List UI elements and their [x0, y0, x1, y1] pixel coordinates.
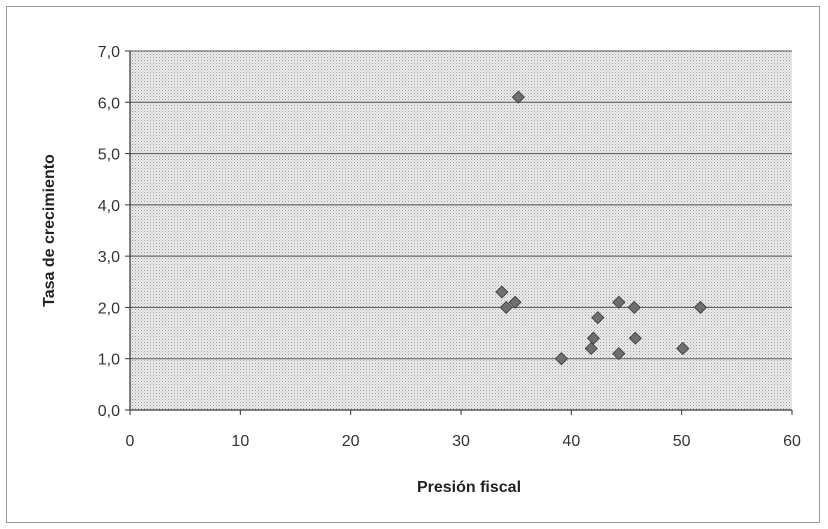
- y-axis-title: Tasa de crecimiento: [41, 154, 58, 307]
- x-axis-title: Presión fiscal: [417, 479, 521, 496]
- x-tick-label: 40: [562, 433, 580, 450]
- data-point: [612, 295, 626, 309]
- y-tick-label: 4,0: [98, 198, 120, 215]
- data-point: [693, 300, 707, 314]
- x-tick-label: 10: [231, 433, 249, 450]
- y-tick-label: 3,0: [98, 249, 120, 266]
- plot-area: [130, 51, 792, 410]
- x-axis-ticks: 0 10 20 30 40 50 60: [126, 410, 801, 450]
- data-point: [554, 352, 568, 366]
- data-point: [495, 285, 509, 299]
- x-tick-label: 20: [342, 433, 360, 450]
- data-point: [508, 295, 522, 309]
- data-point: [591, 311, 605, 325]
- data-point: [499, 300, 513, 314]
- data-point: [627, 300, 641, 314]
- x-tick-label: 60: [783, 433, 801, 450]
- data-point: [612, 347, 626, 361]
- y-tick-label: 2,0: [98, 300, 120, 317]
- data-point: [584, 341, 598, 356]
- data-point: [676, 341, 690, 356]
- gridlines: [130, 50, 792, 360]
- x-tick-label: 0: [126, 433, 135, 450]
- y-tick-label: 0,0: [98, 403, 120, 420]
- x-tick-label: 50: [673, 433, 691, 450]
- data-point: [628, 331, 642, 345]
- y-axis-ticks: 0,0 1,0 2,0 3,0 4,0 5,0 6,0 7,0: [98, 44, 130, 420]
- data-point: [511, 90, 525, 104]
- data-point: [586, 331, 600, 345]
- y-tick-label: 6,0: [98, 95, 120, 112]
- y-tick-label: 5,0: [98, 147, 120, 164]
- y-tick-label: 7,0: [98, 44, 120, 61]
- x-tick-label: 30: [452, 433, 470, 450]
- data-points: [495, 90, 707, 366]
- y-tick-label: 1,0: [98, 352, 120, 369]
